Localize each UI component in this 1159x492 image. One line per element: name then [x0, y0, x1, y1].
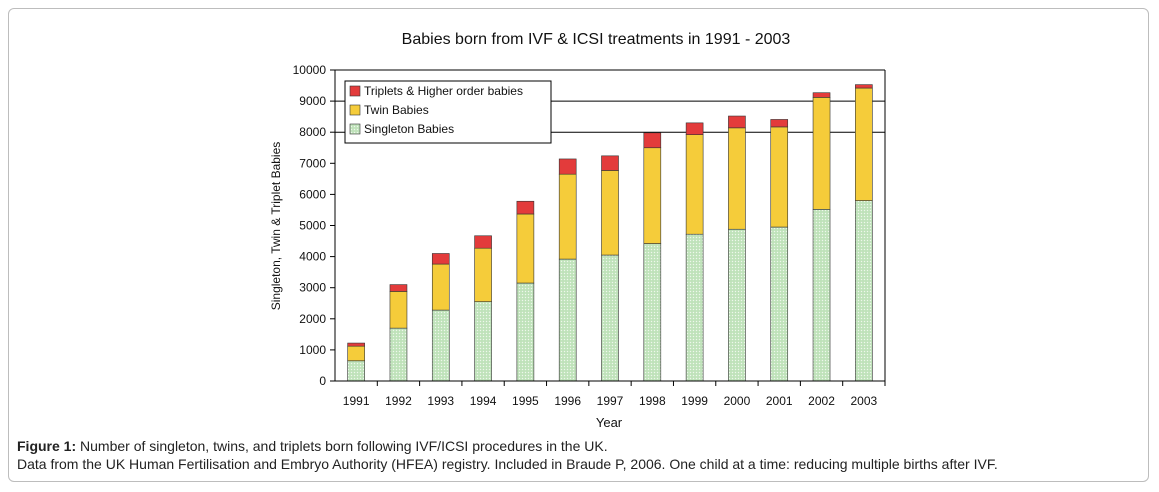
bar-segment-singleton-babies: [389, 327, 408, 382]
bar-segment-twin-babies: [474, 247, 492, 302]
bar-segment-singleton-babies: [431, 309, 450, 382]
x-tick-label: 1995: [512, 394, 539, 408]
bar-segment-singleton-babies: [474, 301, 492, 382]
x-tick-label: 2002: [808, 394, 835, 408]
bar-segment-triplets-higher-order-babies: [855, 84, 873, 89]
bar-segment-twin-babies: [516, 213, 535, 284]
bar-segment-singleton-babies: [601, 254, 619, 382]
bar-segment-triplets-higher-order-babies: [558, 158, 577, 175]
legend-box: [344, 80, 552, 144]
x-tick-label: 1999: [681, 394, 708, 408]
bar-segment-triplets-higher-order-babies: [601, 155, 619, 171]
bar-segment-triplets-higher-order-babies: [812, 92, 831, 98]
bar-segment-singleton-babies: [347, 360, 365, 382]
bar-segment-triplets-higher-order-babies: [685, 122, 704, 135]
x-tick-label: 1993: [427, 394, 454, 408]
x-tick-label: 1992: [385, 394, 412, 408]
bar-segment-twin-babies: [601, 170, 619, 256]
bar-segment-singleton-babies: [728, 228, 746, 382]
x-tick-label: 2003: [850, 394, 877, 408]
y-tick-label: 1000: [299, 343, 326, 357]
y-tick-label: 0: [319, 374, 326, 388]
legend-label: Singleton Babies: [364, 122, 454, 136]
bar-segment-singleton-babies: [516, 282, 535, 382]
legend-swatch: [349, 123, 361, 135]
legend-swatch: [349, 104, 361, 116]
caption-text-1: Number of singleton, twins, and triplets…: [76, 438, 608, 454]
x-tick-label: 2000: [724, 394, 751, 408]
bar-segment-triplets-higher-order-babies: [643, 132, 662, 149]
x-tick-label: 1997: [597, 394, 624, 408]
y-tick-label: 8000: [299, 125, 326, 139]
bar-segment-twin-babies: [812, 97, 831, 210]
bar-segment-twin-babies: [770, 126, 789, 228]
y-tick-label: 6000: [299, 187, 326, 201]
bar-segment-twin-babies: [728, 127, 746, 230]
x-tick-label: 1994: [470, 394, 497, 408]
caption-line-1: Figure 1: Number of singleton, twins, an…: [17, 437, 1137, 455]
y-tick-label: 10000: [293, 63, 327, 77]
bar-segment-singleton-babies: [855, 200, 873, 382]
figure-caption: Figure 1: Number of singleton, twins, an…: [17, 437, 1137, 473]
bar-segment-triplets-higher-order-babies: [474, 235, 492, 249]
bar-segment-twin-babies: [389, 291, 408, 329]
stacked-bar-chart: Babies born from IVF & ICSI treatments i…: [269, 31, 886, 430]
y-tick-label: 5000: [299, 219, 326, 233]
y-tick-label: 4000: [299, 250, 326, 264]
bar-segment-twin-babies: [347, 345, 365, 362]
x-axis-label: Year: [596, 415, 623, 430]
chart-title: Babies born from IVF & ICSI treatments i…: [402, 31, 791, 48]
bar-segment-triplets-higher-order-babies: [347, 342, 365, 347]
bar-segment-singleton-babies: [812, 209, 831, 382]
bar-segment-twin-babies: [855, 87, 873, 201]
bar-segment-triplets-higher-order-babies: [728, 115, 746, 129]
bar-segment-twin-babies: [558, 173, 577, 260]
bar-segment-twin-babies: [643, 147, 662, 244]
y-tick-label: 3000: [299, 281, 326, 295]
bar-segment-triplets-higher-order-babies: [431, 253, 450, 265]
legend-label: Twin Babies: [364, 103, 429, 117]
y-tick-label: 9000: [299, 94, 326, 108]
legend-swatch: [349, 85, 361, 97]
legend-label: Triplets & Higher order babies: [364, 84, 523, 98]
caption-label: Figure 1:: [17, 438, 77, 454]
bar-segment-singleton-babies: [770, 226, 789, 382]
bar-segment-singleton-babies: [643, 243, 662, 382]
bar-segment-singleton-babies: [558, 258, 577, 382]
bar-segment-singleton-babies: [685, 233, 704, 382]
x-tick-label: 1991: [343, 394, 370, 408]
bar-segment-triplets-higher-order-babies: [770, 119, 789, 128]
figure-frame: [8, 8, 1149, 482]
bar-segment-triplets-higher-order-babies: [389, 284, 408, 292]
bar-segment-twin-babies: [431, 263, 450, 311]
bar-segment-triplets-higher-order-babies: [516, 200, 535, 215]
x-tick-label: 1998: [639, 394, 666, 408]
plot-area: 0 1000 2000 3000 4000 5000 6000 7000 8000 9000 100…: [293, 63, 886, 408]
y-tick-label: 7000: [299, 156, 326, 170]
bar-segment-twin-babies: [685, 134, 704, 235]
y-tick-label: 2000: [299, 312, 326, 326]
x-tick-label: 2001: [766, 394, 793, 408]
y-axis-label: Singleton, Twin & Triplet Babies: [269, 142, 283, 311]
x-tick-label: 1996: [554, 394, 581, 408]
caption-line-2: Data from the UK Human Fertilisation and…: [17, 456, 998, 472]
